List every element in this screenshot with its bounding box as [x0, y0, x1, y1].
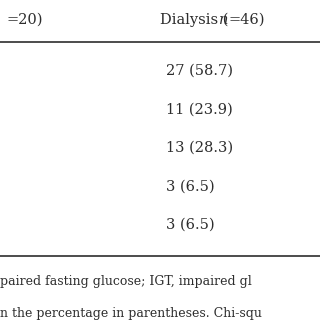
Text: n: n	[219, 13, 228, 27]
Text: =20): =20)	[6, 13, 43, 27]
Text: 27 (58.7): 27 (58.7)	[166, 64, 233, 78]
Text: =46): =46)	[229, 13, 265, 27]
Text: 11 (23.9): 11 (23.9)	[166, 102, 233, 116]
Text: Dialysis (: Dialysis (	[160, 13, 228, 27]
Text: n the percentage in parentheses. Chi-squ: n the percentage in parentheses. Chi-squ	[0, 307, 262, 320]
Text: 13 (28.3): 13 (28.3)	[166, 141, 234, 155]
Text: paired fasting glucose; IGT, impaired gl: paired fasting glucose; IGT, impaired gl	[0, 275, 252, 288]
Text: 3 (6.5): 3 (6.5)	[166, 179, 215, 193]
Text: 3 (6.5): 3 (6.5)	[166, 218, 215, 232]
